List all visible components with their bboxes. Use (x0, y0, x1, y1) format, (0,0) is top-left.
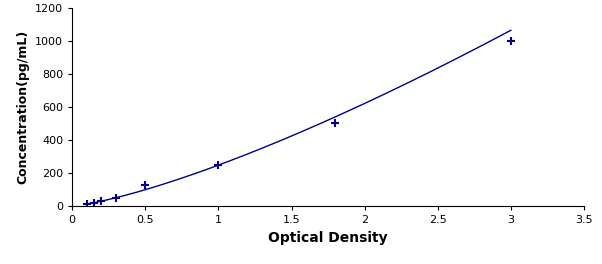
X-axis label: Optical Density: Optical Density (268, 230, 388, 244)
Y-axis label: Concentration(pg/mL): Concentration(pg/mL) (16, 30, 29, 184)
